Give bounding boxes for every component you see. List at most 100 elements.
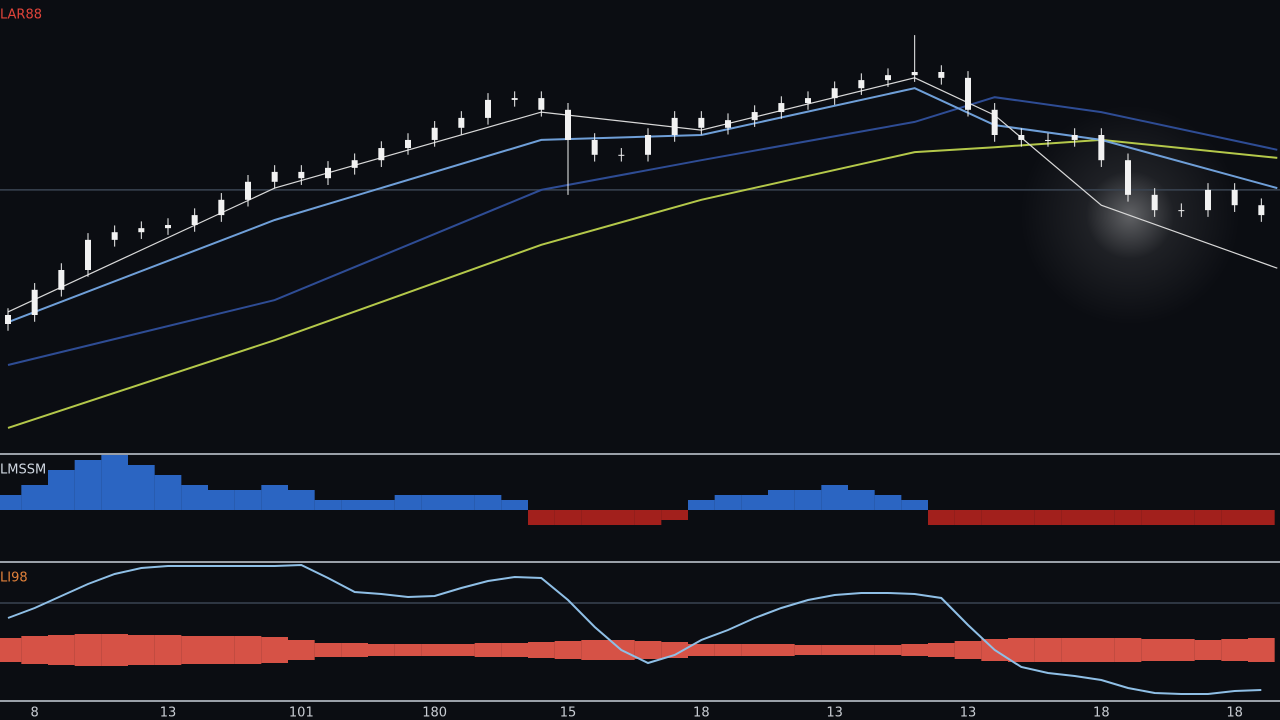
bar [1088, 510, 1115, 525]
bar [421, 495, 448, 510]
histogram-bar [1248, 638, 1275, 662]
candle-body [1178, 210, 1185, 212]
bar [1008, 510, 1035, 525]
bar [848, 490, 875, 510]
candle-body [885, 75, 891, 81]
candle-body [1231, 189, 1238, 206]
bar [394, 495, 422, 510]
histogram-bar [128, 635, 155, 665]
bar [741, 495, 768, 510]
candle-body [191, 215, 198, 225]
x-tick-label: 18 [693, 706, 710, 720]
histogram-bar [714, 644, 742, 656]
histogram-bar [954, 641, 982, 659]
candle-body [565, 109, 571, 140]
histogram-bar [181, 636, 208, 664]
histogram-bar [101, 634, 128, 666]
bar [234, 490, 262, 510]
candle-body [1151, 194, 1158, 211]
histogram-bar [741, 644, 768, 656]
bar [154, 475, 182, 510]
candle-body [751, 112, 758, 121]
candle-body [645, 135, 651, 155]
bar [341, 500, 368, 510]
histogram-bar [288, 640, 315, 660]
bar [1168, 510, 1195, 525]
candle-body [858, 80, 865, 89]
bar [821, 485, 848, 510]
bar [688, 500, 715, 510]
bar [261, 485, 288, 510]
bar [1034, 510, 1062, 525]
x-tick-label: 13 [826, 706, 843, 720]
histogram-bar [848, 645, 875, 655]
histogram-bar [1088, 638, 1115, 662]
bar [1248, 510, 1275, 525]
histogram-bar [1008, 638, 1035, 662]
candle-body [1018, 135, 1025, 140]
histogram-bar [0, 638, 22, 662]
candle-body [485, 99, 491, 118]
histogram-bar [21, 636, 48, 664]
histogram-bar [448, 644, 475, 656]
candle-body [778, 103, 785, 113]
x-tick-label: 180 [422, 706, 447, 720]
candle-body [271, 171, 278, 182]
candle-body [991, 109, 998, 135]
histogram-bar [794, 645, 822, 655]
bar [448, 495, 475, 510]
bar [768, 490, 795, 510]
x-tick-label: 13 [960, 706, 977, 720]
histogram-bar [1114, 638, 1142, 662]
candle-body [965, 77, 971, 110]
histogram-bar [474, 643, 502, 657]
histogram-bar [421, 644, 448, 656]
histogram-bar [208, 636, 235, 664]
bar [554, 510, 582, 525]
bar [1114, 510, 1142, 525]
candle-body [511, 98, 518, 100]
candle-body [1205, 189, 1211, 211]
candle-body [805, 98, 811, 104]
panel-title: LI98 [0, 571, 28, 586]
histogram-bar [1034, 638, 1062, 662]
x-tick-label: 15 [560, 706, 577, 720]
histogram-bar [341, 643, 368, 657]
bar [128, 465, 155, 510]
histogram-bar [1168, 639, 1195, 661]
candle-body [1045, 139, 1051, 141]
bar [368, 500, 395, 510]
histogram-bar [1221, 639, 1248, 661]
bar [74, 460, 102, 510]
bar [1141, 510, 1168, 525]
candle-body [1258, 205, 1265, 216]
candle-body [325, 167, 331, 179]
bar [101, 455, 128, 510]
candle-body [831, 88, 838, 99]
bar [581, 510, 608, 525]
candle-body [538, 98, 545, 110]
panel-title: LAR88 [0, 8, 42, 23]
histogram-bar [554, 641, 582, 659]
histogram-bar [901, 644, 928, 656]
candle-body [938, 72, 945, 78]
bar [874, 495, 902, 510]
histogram-bar [154, 635, 182, 665]
candle-body [165, 225, 171, 229]
candle-body [405, 139, 411, 149]
bar [634, 510, 662, 525]
candle-body [1071, 135, 1078, 140]
candle-body [31, 289, 38, 315]
histogram-bar [1141, 639, 1168, 661]
bar [181, 485, 208, 510]
candle-body [1125, 160, 1131, 195]
bar [0, 495, 22, 510]
candle-body [911, 72, 918, 76]
line [7, 563, 1262, 695]
candle-body [245, 181, 251, 200]
bar [661, 510, 688, 520]
histogram-bar [1061, 638, 1088, 662]
candle-body [298, 171, 305, 179]
